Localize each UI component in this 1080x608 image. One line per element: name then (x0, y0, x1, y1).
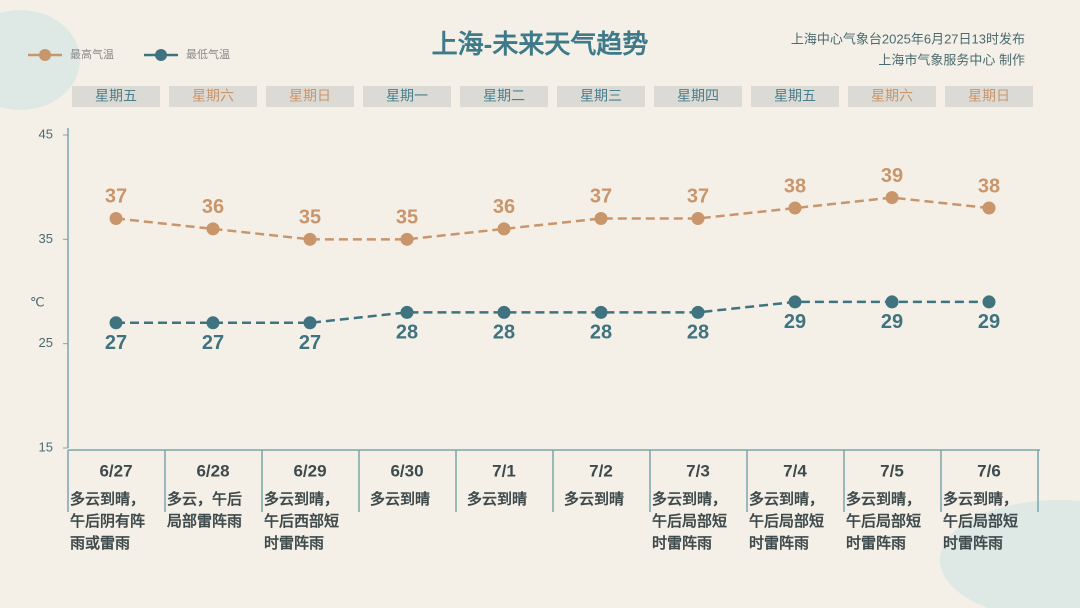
data-label: 37 (590, 186, 612, 208)
point (497, 222, 511, 236)
weekday: 星期一 (386, 88, 428, 104)
x-tick-label: 7/5 (880, 461, 904, 480)
point (885, 191, 899, 205)
data-label: 27 (202, 332, 224, 354)
legend-marker (39, 49, 51, 61)
weekday: 星期四 (677, 88, 719, 104)
unit: ℃ (30, 294, 45, 309)
data-label: 28 (687, 322, 709, 344)
point (788, 201, 802, 215)
x-tick-label: 6/30 (390, 461, 423, 480)
point (109, 211, 123, 225)
data-label: 36 (202, 196, 224, 218)
weekday: 星期二 (483, 88, 525, 104)
weekday: 星期三 (580, 88, 622, 104)
weather-description: 多云到晴，午后局部短时雷阵雨 (943, 491, 1019, 552)
decoration (940, 500, 1080, 608)
weekday-box (363, 86, 451, 107)
source: 上海中心气象台2025年6月27日13时发布 (791, 31, 1025, 46)
point (497, 305, 511, 319)
point (400, 305, 414, 319)
data-label: 39 (881, 165, 903, 187)
weekday-box (557, 86, 645, 107)
point (885, 295, 899, 309)
weather-description: 多云到晴 (563, 491, 624, 508)
weekday-box (72, 86, 160, 107)
weekday: 星期五 (95, 88, 137, 104)
point (691, 305, 705, 319)
data-label: 37 (105, 186, 127, 208)
weekday-box (848, 86, 936, 107)
point (206, 316, 220, 330)
weather-description: 多云到晴，午后西部短时雷阵雨 (264, 491, 340, 552)
data-label: 38 (784, 175, 806, 197)
data-label: 38 (978, 175, 1000, 197)
weekday: 星期六 (192, 88, 234, 104)
weather-description: 多云到晴 (466, 491, 527, 508)
weekday: 星期日 (289, 88, 331, 104)
data-label: 27 (299, 332, 321, 354)
data-label: 35 (299, 207, 321, 229)
x-tick-label: 6/27 (99, 461, 132, 480)
point (594, 305, 608, 319)
data-label: 29 (784, 311, 806, 333)
x-tick-label: 6/29 (293, 461, 326, 480)
data-label: 29 (978, 311, 1000, 333)
weekday: 星期六 (871, 88, 913, 104)
weekday-box (751, 86, 839, 107)
weather-description: 多云到晴，午后局部短时雷阵雨 (846, 491, 922, 552)
weekday-box (266, 86, 354, 107)
y-tick-label: 45 (39, 126, 53, 141)
weekday-box (945, 86, 1033, 107)
chart-title: 上海-未来天气趋势 (432, 29, 649, 59)
weekday-box (169, 86, 257, 107)
data-label: 37 (687, 186, 709, 208)
x-tick-label: 7/3 (686, 461, 710, 480)
point (982, 295, 996, 309)
series-line (115, 196, 990, 241)
source: 上海市气象服务中心 制作 (878, 52, 1025, 67)
point (206, 222, 220, 236)
weather-description: 多云到晴，午后阴有阵雨或雷雨 (70, 491, 146, 552)
x-tick-label: 7/1 (492, 461, 516, 480)
point (788, 295, 802, 309)
x-tick-label: 7/2 (589, 461, 613, 480)
y-tick-label: 15 (39, 439, 53, 454)
point (303, 232, 317, 246)
weather-description: 多云到晴 (369, 491, 430, 508)
weather-description: 多云，午后局部雷阵雨 (167, 491, 243, 530)
data-label: 28 (590, 322, 612, 344)
decoration (0, 10, 80, 110)
data-label: 36 (493, 196, 515, 218)
weather-description: 多云到晴，午后局部短时雷阵雨 (749, 491, 825, 552)
weekday: 星期日 (968, 88, 1010, 104)
legend-label: 最低气温 (186, 47, 230, 61)
y-tick-label: 25 (39, 335, 53, 350)
series-line (116, 300, 989, 325)
point (109, 316, 123, 330)
point (303, 316, 317, 330)
weekday: 星期五 (774, 88, 816, 104)
data-label: 35 (396, 207, 418, 229)
weekday-box (460, 86, 548, 107)
data-label: 28 (493, 322, 515, 344)
x-tick-label: 7/4 (783, 461, 807, 480)
point (400, 232, 414, 246)
point (982, 201, 996, 215)
x-tick-label: 6/28 (196, 461, 229, 480)
legend-label: 最高气温 (70, 47, 114, 61)
data-label: 27 (105, 332, 127, 354)
legend-marker (155, 49, 167, 61)
y-tick-label: 35 (39, 231, 53, 246)
point (594, 211, 608, 225)
data-label: 28 (396, 322, 418, 344)
weather-description: 多云到晴，午后局部短时雷阵雨 (652, 491, 728, 552)
x-tick-label: 7/6 (977, 461, 1001, 480)
data-label: 29 (881, 311, 903, 333)
point (691, 211, 705, 225)
weekday-box (654, 86, 742, 107)
